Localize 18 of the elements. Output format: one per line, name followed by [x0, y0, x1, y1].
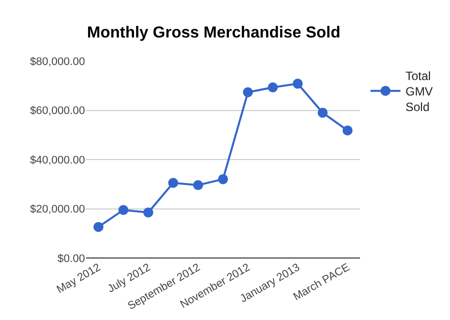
point	[242, 87, 253, 98]
point	[193, 180, 204, 190]
point	[292, 78, 303, 89]
point	[118, 204, 128, 215]
y-tick-label: $60,000.00	[30, 105, 85, 118]
point	[143, 207, 154, 218]
y-tick-label: $40,000.00	[30, 154, 85, 166]
point	[318, 108, 328, 118]
point	[168, 178, 178, 188]
y-tick-label: $80,000.00	[30, 56, 85, 68]
point	[93, 222, 104, 232]
point	[218, 174, 228, 184]
y-tick-label: $20,000.00	[30, 204, 85, 216]
point	[268, 82, 278, 92]
legend-label: Total GMV Sold	[405, 68, 433, 114]
chart-title: Monthly Gross Merchandise Sold	[87, 24, 340, 42]
y-tick-label: $0.00	[57, 252, 85, 265]
point	[342, 125, 353, 136]
